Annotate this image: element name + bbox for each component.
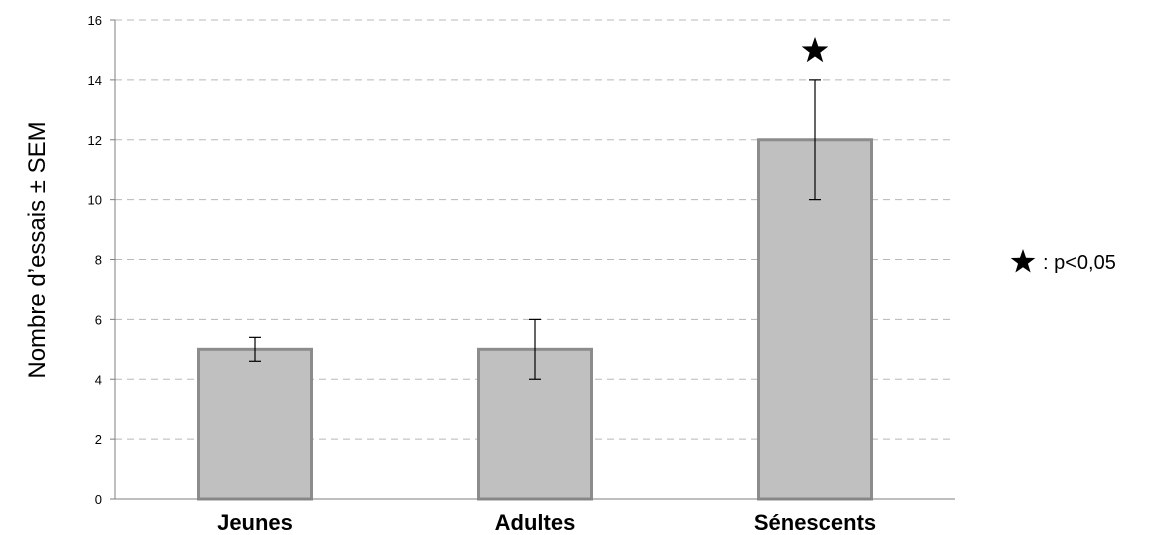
legend-label: : p<0,05: [1043, 252, 1116, 274]
y-tick-label-8: 8: [95, 253, 102, 268]
axes: [110, 19, 955, 500]
legend-star-icon: [1010, 249, 1036, 273]
y-tick-label-0: 0: [95, 492, 102, 507]
y-tick-label-10: 10: [88, 193, 102, 208]
x-label-jeunes: Jeunes: [217, 510, 293, 535]
error-bars: [249, 79, 821, 380]
y-tick-label-12: 12: [88, 133, 102, 148]
x-label-senescents: Sénescents: [754, 510, 876, 535]
y-tick-label-16: 16: [88, 13, 102, 28]
legend-star-shape: [1010, 249, 1036, 273]
y-tick-labels: 0 2 4 6 8 10 12 14 16: [88, 13, 102, 507]
y-tick-label-14: 14: [88, 73, 102, 88]
bar-jeunes: [197, 347, 313, 501]
y-tick-label-4: 4: [95, 372, 102, 387]
x-label-adultes: Adultes: [495, 510, 576, 535]
legend: : p<0,05: [1010, 249, 1116, 274]
significance-markers: [801, 36, 829, 63]
y-axis-title: Nombre d’essais ± SEM: [24, 121, 51, 378]
significance-star-icon: [801, 36, 829, 63]
y-tick-label-2: 2: [95, 432, 102, 447]
x-category-labels: Jeunes Adultes Sénescents: [217, 510, 876, 535]
y-tick-label-6: 6: [95, 312, 102, 327]
